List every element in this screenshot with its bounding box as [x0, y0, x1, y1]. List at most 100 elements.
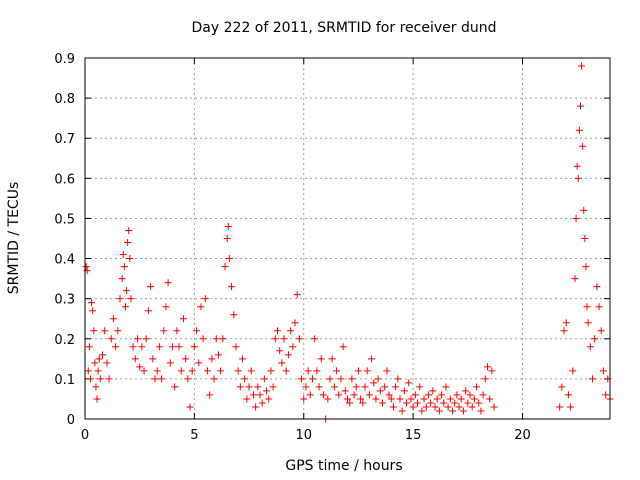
- data-point: [400, 387, 408, 395]
- data-point: [293, 291, 301, 299]
- data-point: [359, 399, 367, 407]
- data-point: [214, 351, 222, 359]
- data-point: [304, 367, 312, 375]
- data-point: [365, 391, 373, 399]
- data-point: [574, 174, 582, 182]
- y-tick-label: 0.4: [54, 253, 75, 268]
- data-point: [571, 275, 579, 283]
- data-point: [597, 327, 605, 335]
- data-point: [153, 367, 161, 375]
- data-point: [599, 367, 607, 375]
- data-point: [276, 347, 284, 355]
- data-point: [427, 399, 435, 407]
- data-point: [479, 391, 487, 399]
- data-point: [249, 391, 257, 399]
- data-point: [252, 403, 260, 411]
- data-point: [89, 307, 97, 315]
- data-point: [385, 391, 393, 399]
- data-point: [109, 315, 117, 323]
- plot-frame: [84, 57, 611, 420]
- data-point: [116, 295, 124, 303]
- data-point: [584, 319, 592, 327]
- data-point: [576, 102, 584, 110]
- data-point: [414, 399, 421, 407]
- data-point: [186, 403, 194, 411]
- data-point: [199, 335, 207, 343]
- data-point: [418, 407, 426, 415]
- data-point: [372, 395, 380, 403]
- data-point: [265, 395, 273, 403]
- data-point: [330, 383, 338, 391]
- data-point: [204, 367, 211, 375]
- data-point: [85, 343, 93, 351]
- data-point: [147, 283, 155, 291]
- data-point: [473, 383, 481, 391]
- data-point: [263, 387, 271, 395]
- data-point: [121, 303, 129, 311]
- data-point: [409, 403, 417, 411]
- data-point: [466, 391, 474, 399]
- data-point: [140, 367, 148, 375]
- data-point: [449, 407, 456, 415]
- data-point: [127, 295, 135, 303]
- data-point: [239, 355, 246, 363]
- data-point: [300, 395, 308, 403]
- data-point: [333, 367, 341, 375]
- data-point: [319, 391, 327, 399]
- x-tick-label: 10: [295, 428, 312, 443]
- data-point: [376, 387, 384, 395]
- data-point: [258, 399, 266, 407]
- data-point: [324, 395, 332, 403]
- data-point: [94, 367, 102, 375]
- data-point: [560, 327, 568, 335]
- data-point: [457, 395, 465, 403]
- data-point: [99, 351, 106, 359]
- data-point: [593, 283, 601, 291]
- data-point: [105, 375, 113, 383]
- data-point: [280, 335, 288, 343]
- data-point: [468, 403, 476, 411]
- data-point: [210, 375, 218, 383]
- data-point: [225, 255, 233, 263]
- data-point: [93, 395, 101, 403]
- data-point: [260, 375, 268, 383]
- data-point: [429, 387, 437, 395]
- data-point: [284, 351, 292, 359]
- data-point: [403, 399, 411, 407]
- data-point: [158, 375, 166, 383]
- data-point: [103, 359, 111, 367]
- data-point: [462, 387, 470, 395]
- data-point: [582, 263, 590, 271]
- data-point: [572, 214, 580, 222]
- data-point: [420, 395, 428, 403]
- data-point: [335, 391, 343, 399]
- y-axis-label: SRMTID / TECUs: [6, 182, 22, 295]
- data-point: [431, 403, 439, 411]
- data-point: [291, 319, 299, 327]
- data-point: [453, 391, 461, 399]
- data-point: [221, 263, 229, 271]
- data-point: [317, 355, 325, 363]
- data-point: [309, 375, 316, 383]
- data-point: [422, 403, 430, 411]
- data-point: [142, 335, 150, 343]
- data-point: [190, 343, 198, 351]
- data-point: [339, 343, 347, 351]
- data-point: [354, 367, 362, 375]
- data-point: [575, 126, 583, 134]
- data-point: [223, 235, 231, 242]
- data-point: [424, 391, 432, 399]
- data-point: [217, 367, 225, 375]
- data-point: [389, 403, 397, 411]
- data-point: [337, 375, 345, 383]
- data-point: [96, 375, 104, 383]
- data-point: [124, 239, 132, 247]
- data-point: [392, 383, 400, 391]
- data-point: [241, 375, 249, 383]
- data-point: [374, 375, 382, 383]
- data-point: [101, 327, 109, 335]
- data-point: [162, 303, 170, 311]
- data-point: [361, 383, 369, 391]
- x-tick-label: 15: [405, 428, 422, 443]
- data-point: [208, 355, 216, 363]
